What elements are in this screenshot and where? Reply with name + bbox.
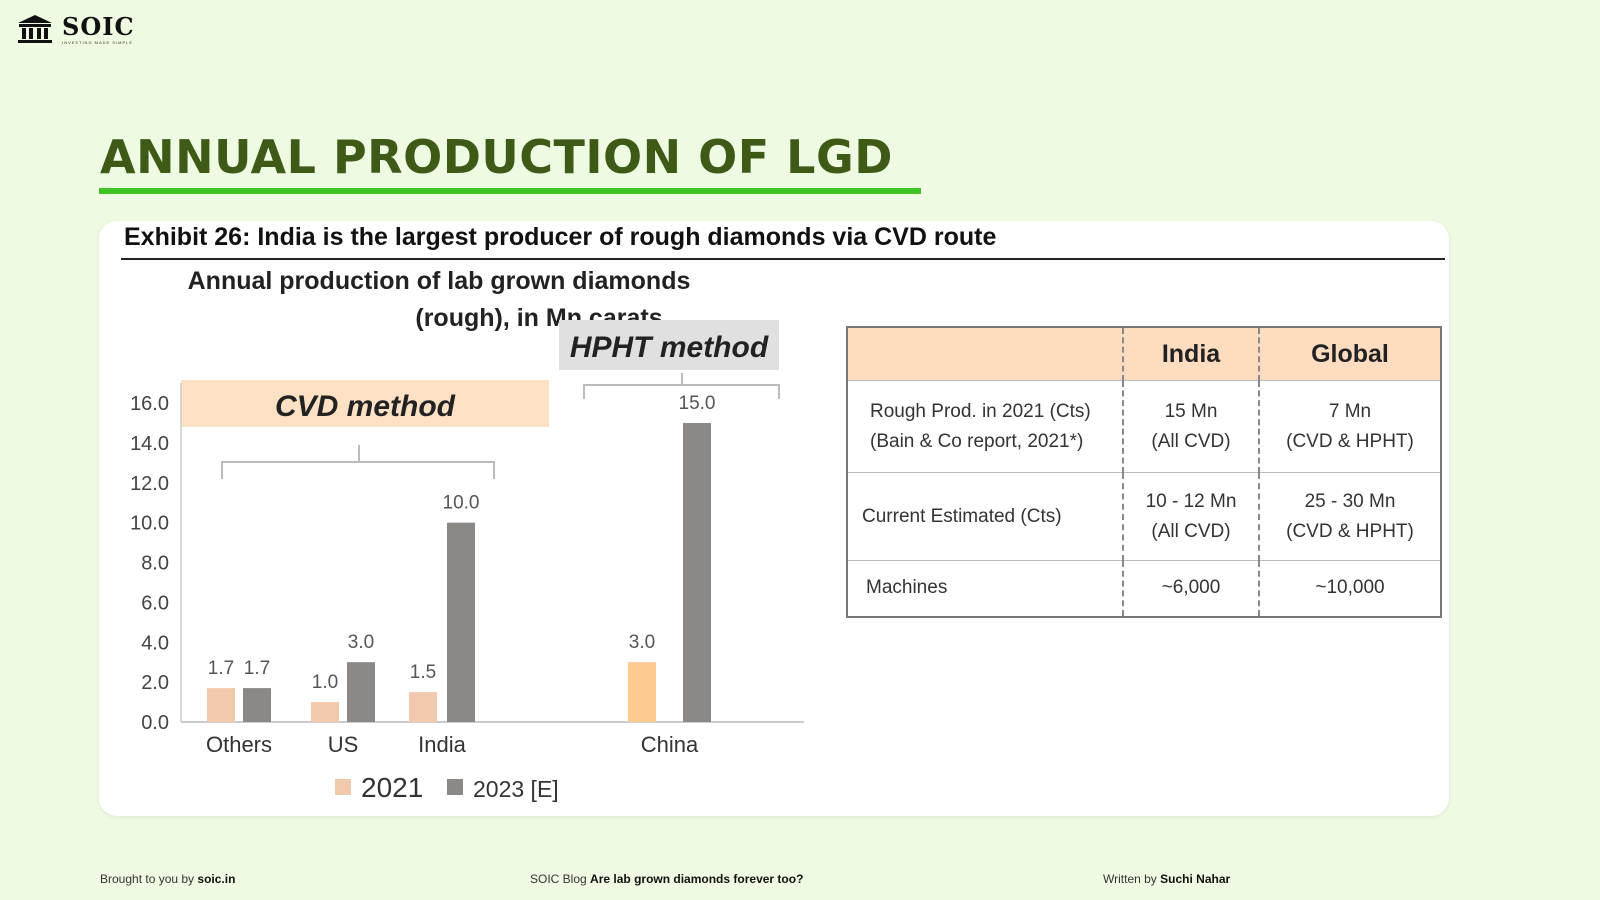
production-bar-chart: CVD method HPHT method 0.0 2.0 4.0 6.0 8.0 10.0… <box>130 320 804 803</box>
y-tick-label: 4.0 <box>141 632 169 654</box>
x-tick-label: Others <box>206 732 272 757</box>
y-tick-label: 10.0 <box>130 513 169 535</box>
bank-building-icon <box>18 15 52 43</box>
production-comparison-table: India Global Rough Prod. in 2021 (Cts) (… <box>846 326 1442 618</box>
row3-india-line1: ~6,000 <box>1161 577 1221 599</box>
footer-site-link[interactable]: soic.in <box>197 872 236 886</box>
chart-title-line1: Annual production of lab grown diamonds <box>187 267 691 295</box>
table-cell-india: 15 Mn (All CVD) <box>1122 380 1259 473</box>
bar-india-series1 <box>409 692 437 722</box>
footer-right: Written by Suchi Nahar <box>1103 872 1230 886</box>
data-label: 15.0 <box>679 393 716 414</box>
cvd-bracket <box>221 445 495 479</box>
footer-left: Brought to you by soic.in <box>100 872 235 886</box>
table-row: Current Estimated (Cts) 10 - 12 Mn (All … <box>847 472 1441 561</box>
row2-label-line1: Current Estimated (Cts) <box>862 505 1062 527</box>
table-cell-label: Rough Prod. in 2021 (Cts) (Bain & Co rep… <box>847 380 1123 473</box>
legend-swatch-2 <box>447 779 463 795</box>
cvd-banner-label: CVD method <box>275 390 456 423</box>
bar-others-series2 <box>243 688 271 722</box>
y-tick-label: 12.0 <box>130 473 169 495</box>
footer-blog-link[interactable]: Are lab grown diamonds forever too? <box>590 872 804 886</box>
footer-author-link[interactable]: Suchi Nahar <box>1160 872 1231 886</box>
data-label: 3.0 <box>348 632 374 653</box>
data-label: 1.7 <box>244 658 270 679</box>
bar-us-series1 <box>311 702 339 722</box>
bar-others-series1 <box>207 688 235 722</box>
hpht-banner <box>559 320 779 370</box>
row2-india-line2: (All CVD) <box>1151 520 1231 542</box>
bar-us-series2 <box>347 662 375 722</box>
table-cell-india: 10 - 12 Mn (All CVD) <box>1122 472 1259 561</box>
table-row: Machines ~6,000 ~10,000 <box>847 560 1441 617</box>
bar-china-series1 <box>628 662 656 722</box>
footer-center-prefix: SOIC Blog <box>530 872 587 886</box>
row2-global-line1: 25 - 30 Mn <box>1304 490 1396 512</box>
table-header-blank <box>847 327 1123 381</box>
y-tick-label: 0.0 <box>141 712 169 734</box>
chart-title: Annual production of lab grown diamonds … <box>139 263 739 337</box>
row1-india-line2: (All CVD) <box>1151 430 1231 452</box>
row1-global-line2: (CVD & HPHT) <box>1286 430 1414 452</box>
table-row: Rough Prod. in 2021 (Cts) (Bain & Co rep… <box>847 380 1441 473</box>
footer-right-prefix: Written by <box>1103 872 1157 886</box>
y-tick-label: 14.0 <box>130 433 169 455</box>
table-cell-global: 7 Mn (CVD & HPHT) <box>1258 380 1441 473</box>
row3-global-line1: ~10,000 <box>1315 577 1385 599</box>
footer-left-prefix: Brought to you by <box>100 872 195 886</box>
y-tick-label: 16.0 <box>130 393 169 415</box>
x-tick-label: China <box>641 732 699 757</box>
row2-global-line2: (CVD & HPHT) <box>1286 520 1414 542</box>
cvd-banner <box>181 380 549 427</box>
table-header-india: India <box>1122 327 1259 381</box>
exhibit-divider <box>121 258 1445 260</box>
brand-name: SOIC <box>62 12 135 41</box>
y-tick-label: 6.0 <box>141 592 169 614</box>
data-label: 1.5 <box>410 662 436 683</box>
table-cell-global: 25 - 30 Mn (CVD & HPHT) <box>1258 472 1441 561</box>
hpht-bracket <box>583 373 780 399</box>
data-label: 10.0 <box>443 493 480 514</box>
bar-china-series2 <box>683 422 711 722</box>
data-label: 1.7 <box>208 658 234 679</box>
y-tick-label: 2.0 <box>141 672 169 694</box>
row2-india-line1: 10 - 12 Mn <box>1145 490 1237 512</box>
footer-center: SOIC Blog Are lab grown diamonds forever… <box>530 872 803 886</box>
row1-india-line1: 15 Mn <box>1164 400 1218 422</box>
brand-logo[interactable]: SOIC INVESTING MADE SIMPLE <box>16 14 135 45</box>
y-tick-label: 8.0 <box>141 553 169 575</box>
hpht-banner-label: HPHT method <box>570 331 769 364</box>
table-header-global: Global <box>1258 327 1441 381</box>
x-tick-label: US <box>328 732 359 757</box>
table-cell-india: ~6,000 <box>1122 560 1259 617</box>
table-cell-label: Machines <box>847 560 1123 617</box>
row1-label-line2: (Bain & Co report, 2021*) <box>870 430 1084 452</box>
table-cell-global: ~10,000 <box>1258 560 1441 617</box>
row3-label-line1: Machines <box>866 577 948 599</box>
data-label: 1.0 <box>312 672 338 693</box>
data-label: 3.0 <box>629 632 655 653</box>
x-tick-label: India <box>418 732 466 757</box>
title-underline <box>99 188 921 194</box>
brand-tagline: INVESTING MADE SIMPLE <box>62 40 134 45</box>
legend-swatch-1 <box>335 779 351 795</box>
row1-global-line1: 7 Mn <box>1328 400 1372 422</box>
exhibit-title: Exhibit 26: India is the largest produce… <box>124 223 997 251</box>
table-header-row: India Global <box>847 327 1441 381</box>
bar-india-series2 <box>447 522 475 722</box>
row1-label-line1: Rough Prod. in 2021 (Cts) <box>870 400 1091 422</box>
legend-label-1: 2021 <box>361 772 423 803</box>
exhibit-card: Exhibit 26: India is the largest produce… <box>99 221 1449 816</box>
legend-label-2: 2023 [E] <box>473 776 559 802</box>
page-title: ANNUAL PRODUCTION OF LGD <box>100 130 893 184</box>
table-cell-label: Current Estimated (Cts) <box>847 472 1123 561</box>
